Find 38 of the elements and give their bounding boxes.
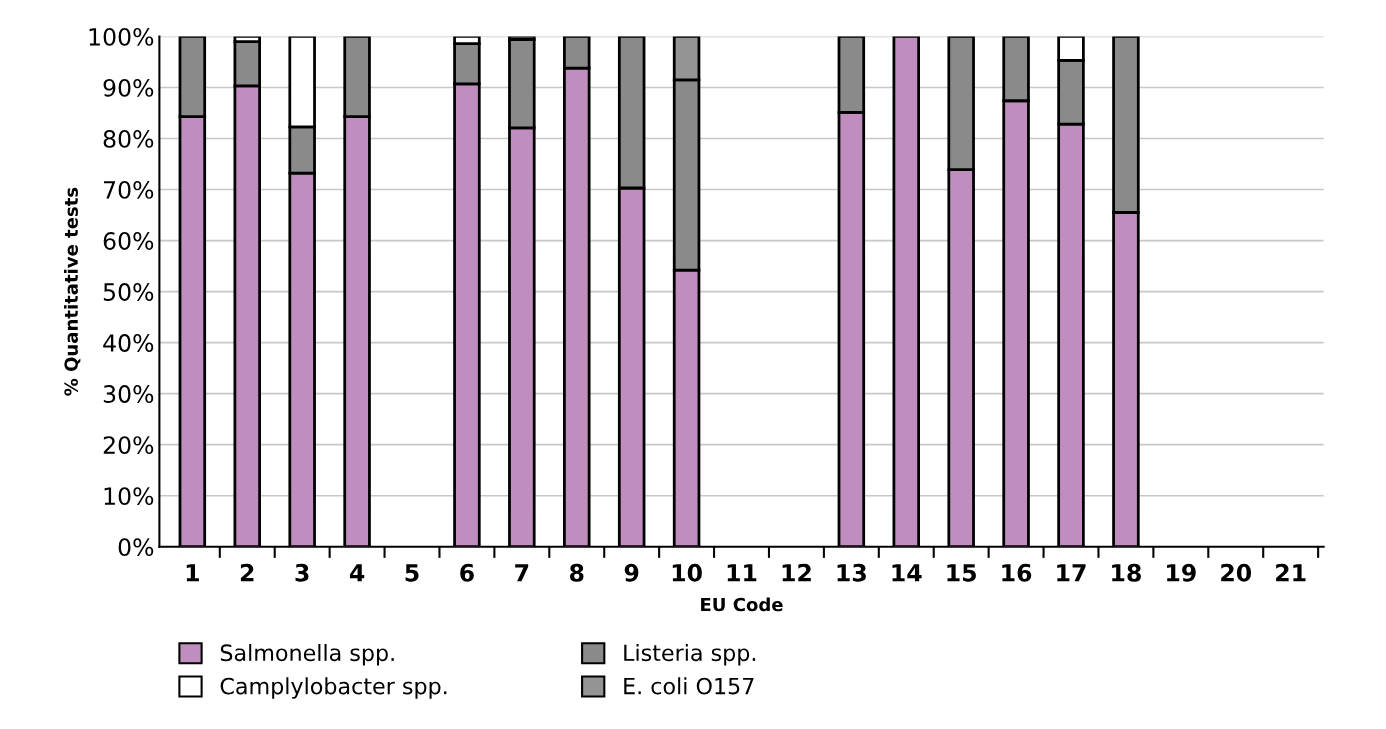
x-tick-label: 7 xyxy=(515,564,529,582)
legend-label: Camplylobacter spp. xyxy=(220,677,447,699)
y-tick-label: 90% xyxy=(103,78,154,97)
x-tick-label: 1 xyxy=(186,564,199,582)
y-tick-label: 20% xyxy=(103,436,154,454)
y-tick-label: 50% xyxy=(103,283,154,301)
x-tick-label: 8 xyxy=(569,563,584,582)
legend-label: Listeria spp. xyxy=(624,643,756,666)
x-tick-label: 16 xyxy=(1002,563,1032,582)
x-tick-label: 10 xyxy=(672,563,702,582)
y-tick-label: 0% xyxy=(118,538,154,557)
x-tick-label: 2 xyxy=(240,563,254,582)
x-tick-label: 14 xyxy=(892,564,922,582)
y-tick-label: 80% xyxy=(103,129,154,148)
x-tick-label: 15 xyxy=(947,564,976,582)
x-tick-label: 11 xyxy=(727,564,757,582)
x-tick-label: 6 xyxy=(460,563,474,582)
y-tick-label: 30% xyxy=(103,385,154,403)
y-tick-label: 40% xyxy=(103,334,154,352)
x-tick-label: 21 xyxy=(1276,563,1306,582)
x-axis-title: EU Code xyxy=(701,597,783,612)
x-tick-label: 4 xyxy=(349,564,365,582)
x-tick-label: 19 xyxy=(1167,563,1196,582)
x-tick-label: 18 xyxy=(1112,563,1141,582)
x-tick-label: 17 xyxy=(1057,564,1086,582)
x-tick-label: 12 xyxy=(782,563,811,582)
y-tick-label: 10% xyxy=(104,487,154,506)
legend-label: Salmonella spp. xyxy=(220,643,394,666)
y-tick-label: 60% xyxy=(103,232,154,250)
legend-label: E. coli O157 xyxy=(624,677,754,695)
x-tick-label: 13 xyxy=(837,563,866,582)
x-tick-label: 5 xyxy=(405,564,419,582)
x-tick-label: 20 xyxy=(1221,563,1252,582)
y-tick-label: 100% xyxy=(89,27,154,46)
y-tick-label: 70% xyxy=(103,180,154,199)
x-tick-label: 9 xyxy=(624,563,639,582)
x-tick-label: 3 xyxy=(295,563,309,582)
y-axis-title: % Quantitative tests xyxy=(64,187,81,396)
